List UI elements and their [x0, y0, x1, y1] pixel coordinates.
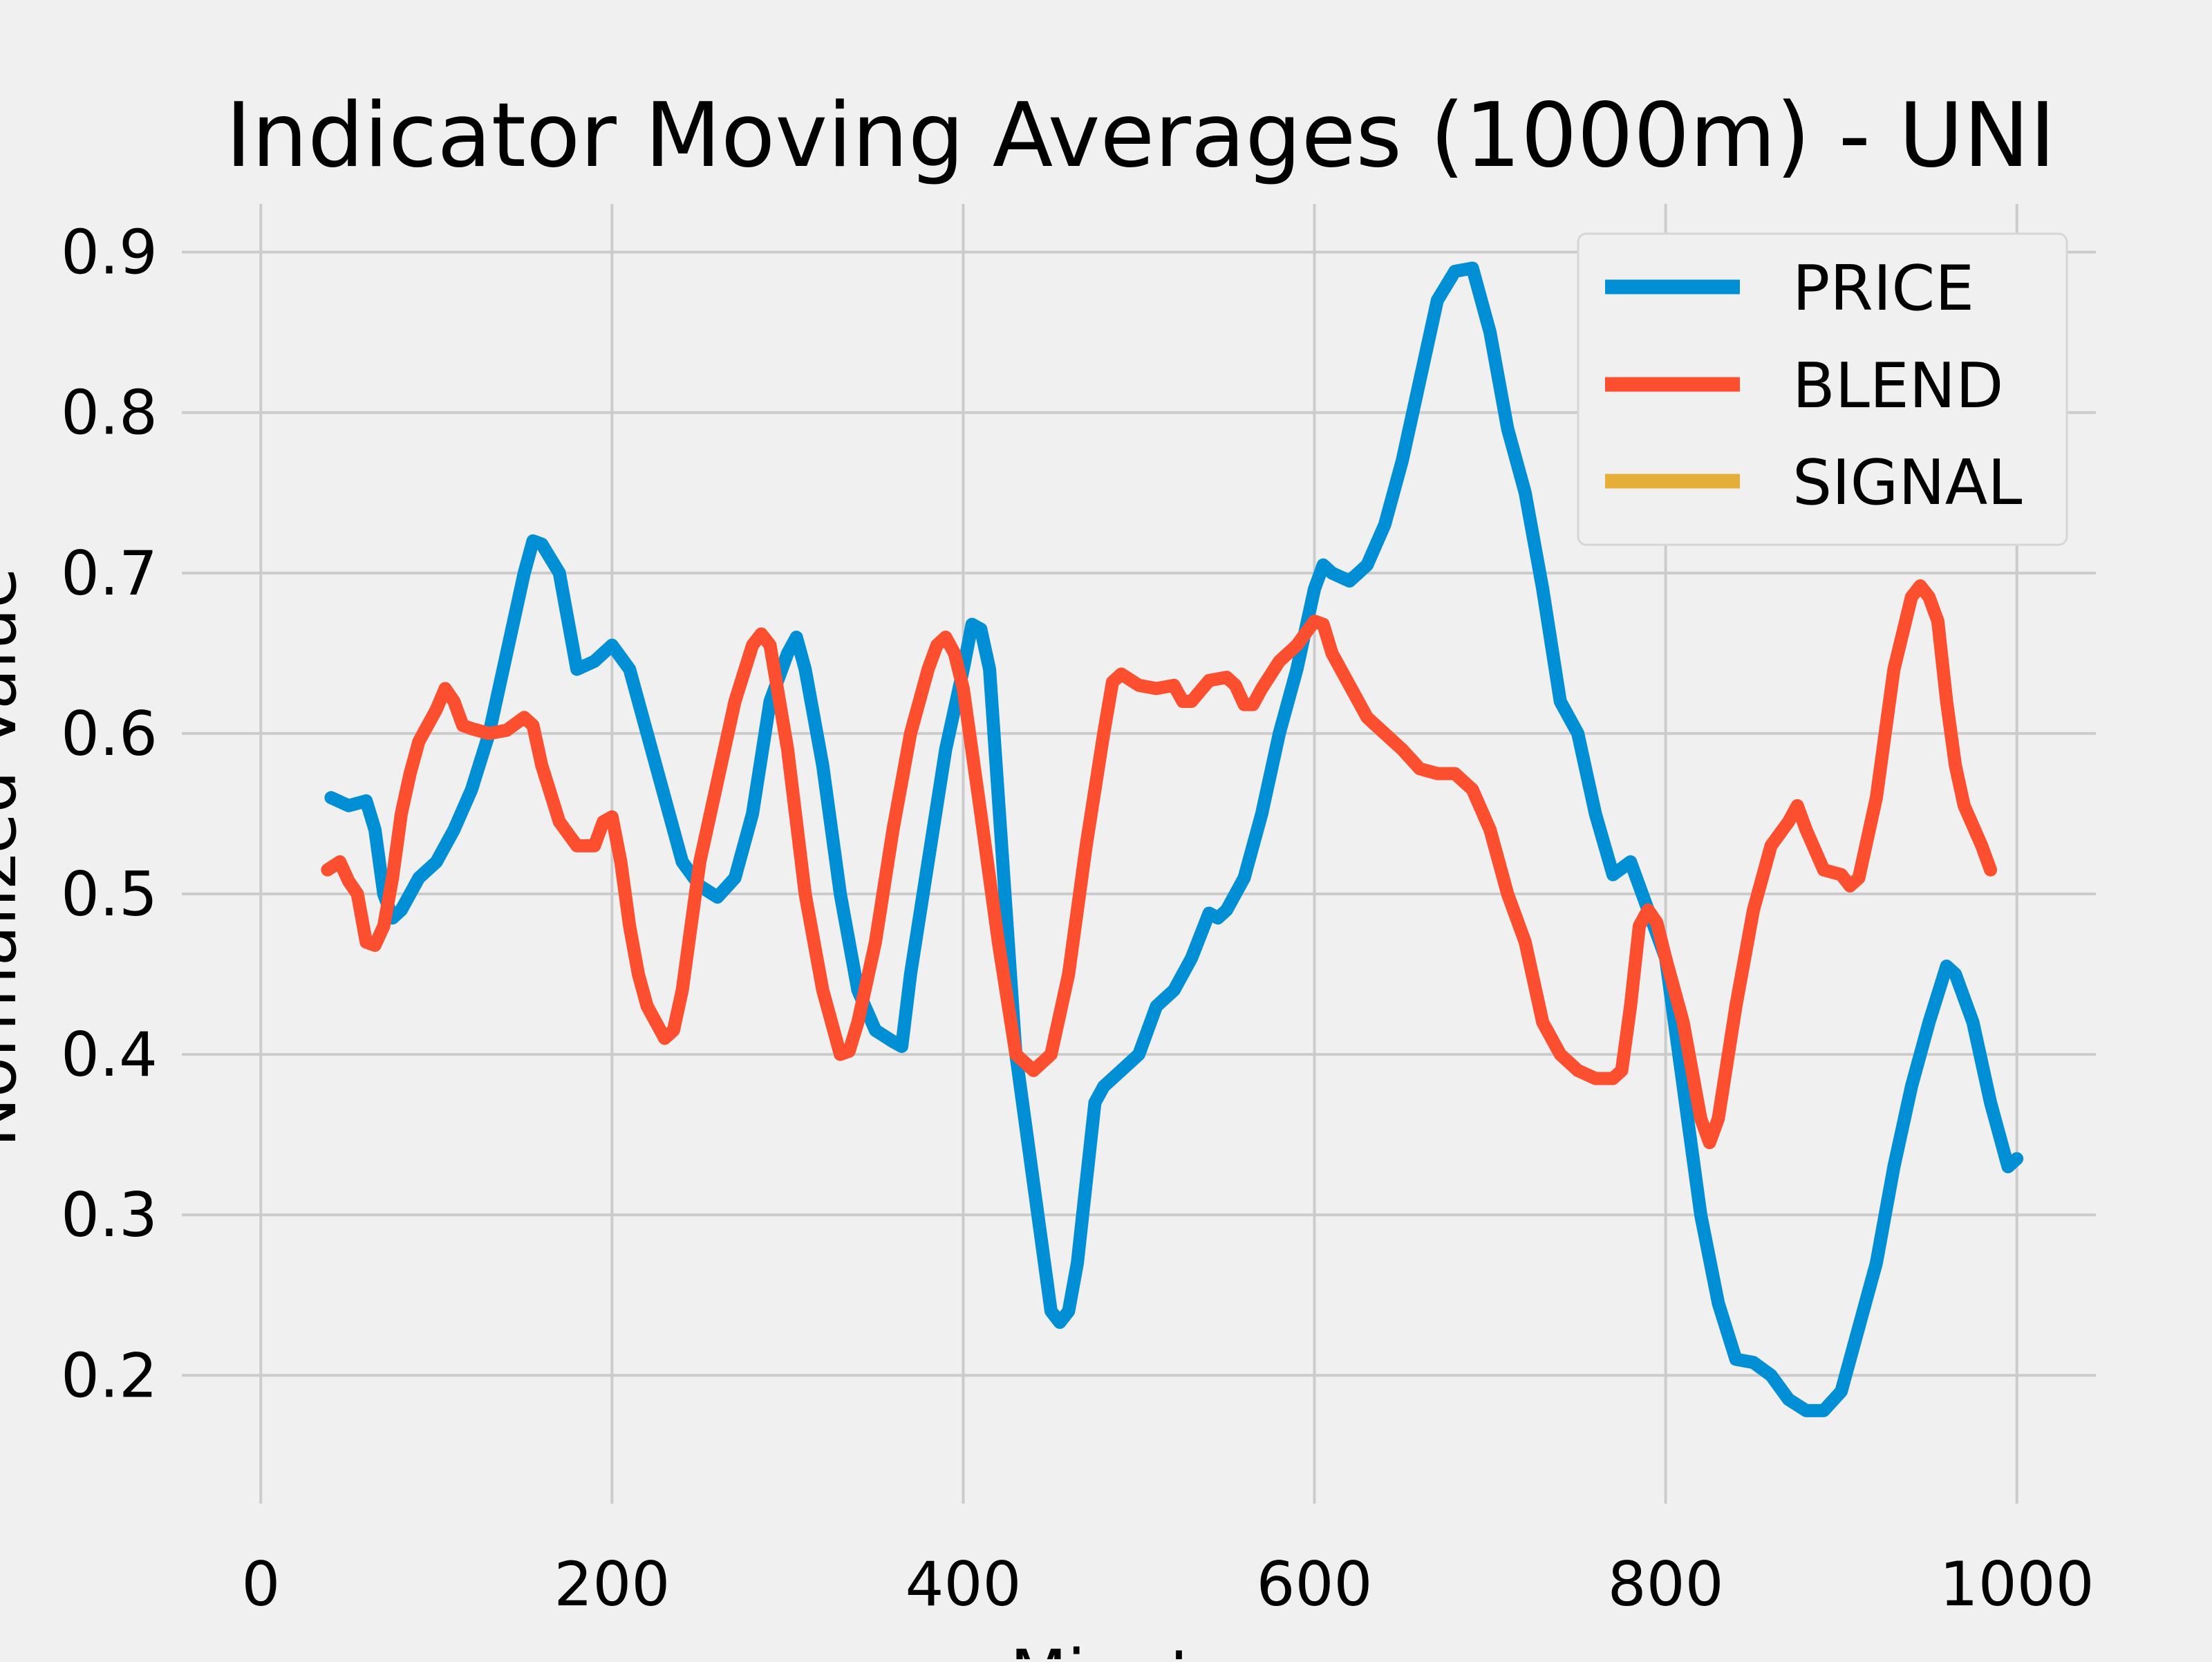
chart-title: Indicator Moving Averages (1000m) - UNI [225, 84, 2056, 187]
y-tick-label: 0.8 [61, 377, 158, 449]
legend: PRICE BLEND SIGNAL [1577, 232, 2068, 546]
x-tick-label: 800 [1608, 1549, 1724, 1620]
legend-label-price: PRICE [1792, 252, 1974, 325]
legend-item-blend: BLEND [1605, 350, 2003, 422]
legend-item-signal: SIGNAL [1605, 447, 2022, 519]
y-axis-label: Normalized Value [0, 568, 31, 1148]
x-tick-label: 0 [241, 1549, 280, 1620]
y-tick-label: 0.4 [61, 1019, 158, 1090]
y-tick-label: 0.6 [61, 698, 158, 769]
series-line-blend [321, 579, 1998, 1150]
x-tick-label: 600 [1257, 1549, 1373, 1620]
x-tick-label: 1000 [1940, 1549, 2094, 1620]
series-layer [321, 261, 2024, 1417]
series-line-price [324, 261, 2024, 1417]
x-tick-label: 400 [905, 1549, 1021, 1620]
y-tick-label: 0.2 [61, 1340, 158, 1411]
legend-item-price: PRICE [1605, 252, 1974, 325]
y-tick-label: 0.3 [61, 1179, 158, 1251]
x-tick-label: 200 [554, 1549, 670, 1620]
y-tick-label: 0.7 [61, 538, 158, 609]
legend-frame [1577, 232, 2068, 546]
y-tick-label: 0.9 [61, 217, 158, 288]
axis-layer: 0 200 400 600 800 1000 0.2 0.3 0.4 0.5 0.6 0.7 0.8 0.… [61, 217, 2094, 1620]
legend-label-signal: SIGNAL [1792, 447, 2022, 519]
x-axis-label: Minutes [1010, 1636, 1271, 1659]
y-tick-label: 0.5 [61, 859, 158, 930]
grid-layer [182, 204, 2096, 1504]
legend-label-blend: BLEND [1792, 350, 2003, 422]
